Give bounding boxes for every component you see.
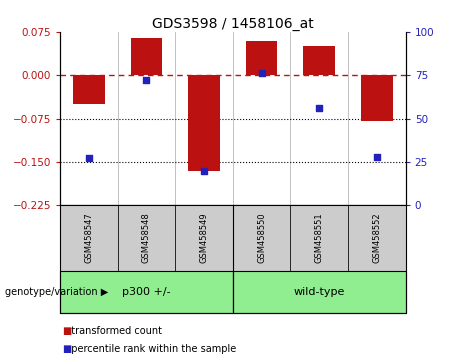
Bar <box>73 75 105 104</box>
Bar <box>303 46 335 75</box>
Point <box>315 105 323 111</box>
Point <box>258 71 266 76</box>
Point <box>142 78 150 83</box>
Point <box>200 168 207 173</box>
Text: GSM458551: GSM458551 <box>315 213 324 263</box>
Text: ■: ■ <box>62 326 71 336</box>
Text: genotype/variation ▶: genotype/variation ▶ <box>5 287 108 297</box>
Bar <box>246 41 278 75</box>
Text: wild-type: wild-type <box>294 287 345 297</box>
Text: GSM458548: GSM458548 <box>142 213 151 263</box>
Text: GSM458549: GSM458549 <box>200 213 208 263</box>
Text: GSM458550: GSM458550 <box>257 213 266 263</box>
Point <box>85 156 92 161</box>
Text: transformed count: transformed count <box>65 326 161 336</box>
Bar <box>361 75 393 121</box>
Text: percentile rank within the sample: percentile rank within the sample <box>65 344 236 354</box>
Text: GSM458552: GSM458552 <box>372 213 381 263</box>
Text: GSM458547: GSM458547 <box>84 213 93 263</box>
Bar <box>188 75 220 171</box>
Bar <box>130 38 162 75</box>
Title: GDS3598 / 1458106_at: GDS3598 / 1458106_at <box>152 17 313 31</box>
Text: ■: ■ <box>62 344 71 354</box>
Point <box>373 154 381 160</box>
Text: p300 +/-: p300 +/- <box>122 287 171 297</box>
